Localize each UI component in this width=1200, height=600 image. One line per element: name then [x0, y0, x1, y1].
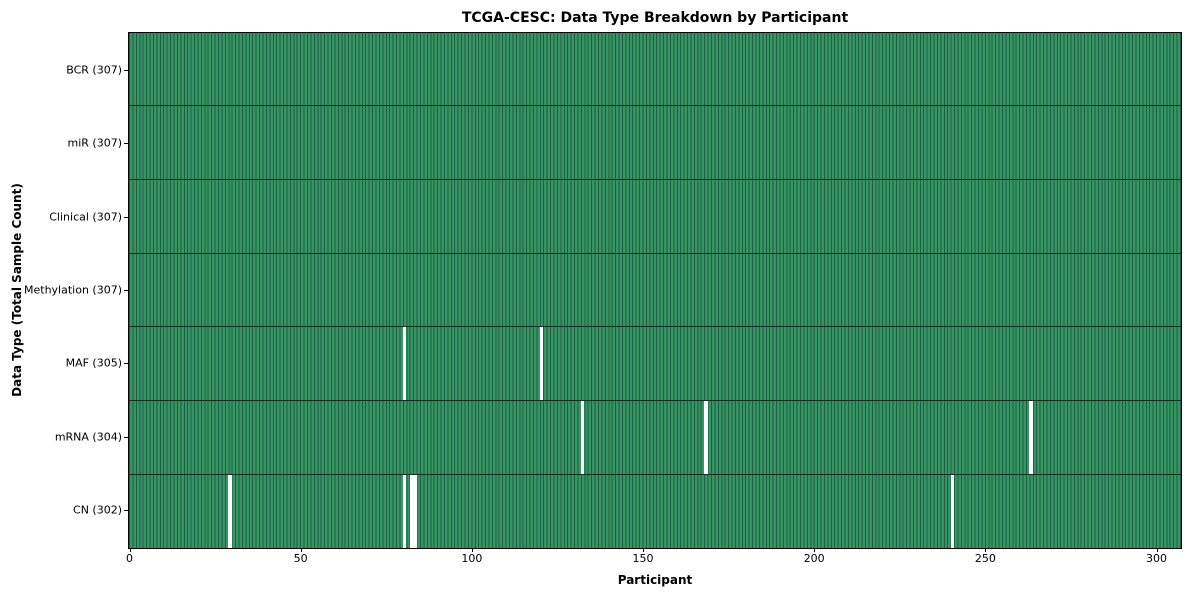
xtick-mark	[471, 548, 473, 552]
absent-cell	[704, 401, 708, 474]
xtick-mark	[1156, 548, 1158, 552]
xtick-mark	[814, 548, 816, 552]
x-axis-label: Participant	[617, 573, 693, 587]
plot-area: PresentAbsent	[128, 31, 1182, 549]
ytick-mark	[124, 290, 128, 291]
absent-cell	[409, 474, 414, 548]
ytick-label-Clinical: Clinical (307)	[49, 210, 122, 224]
ytick-label-miR: miR (307)	[67, 136, 123, 150]
absent-cell	[413, 474, 417, 548]
absent-cell	[580, 401, 585, 474]
ytick-mark	[124, 216, 128, 218]
xtick-mark	[129, 548, 131, 552]
ytick-mark	[124, 69, 128, 71]
heatmap-row-BCR	[129, 32, 1181, 106]
xtick-label-50: 50	[293, 552, 308, 565]
xtick-label-0: 0	[126, 552, 133, 565]
xtick-label-300: 300	[1146, 552, 1168, 565]
xtick-label-200: 200	[803, 552, 825, 565]
ytick-mark	[124, 363, 128, 365]
ytick-label-mRNA: mRNA (304)	[54, 430, 122, 444]
xtick-label-250: 250	[974, 552, 996, 565]
chart-title: TCGA-CESC: Data Type Breakdown by Partic…	[461, 10, 849, 26]
xtick-mark	[985, 548, 987, 552]
heatmap-row-miR	[129, 105, 1181, 179]
absent-cell	[539, 327, 544, 401]
ytick-label-CN: CN (302)	[73, 503, 122, 517]
ytick-label-Methylation: Methylation (307)	[24, 283, 122, 297]
ytick-label-BCR: BCR (307)	[66, 63, 122, 77]
absent-cell	[950, 474, 955, 548]
ytick-label-MAF: MAF (305)	[65, 356, 122, 370]
xtick-mark	[643, 548, 645, 552]
ytick-mark	[124, 510, 128, 512]
xtick-mark	[300, 548, 302, 552]
heatmap-rows	[129, 32, 1181, 548]
absent-cell	[228, 474, 232, 548]
xtick-label-150: 150	[632, 552, 654, 565]
heatmap-row-Methylation	[129, 252, 1181, 327]
absent-cell	[1029, 401, 1033, 474]
absent-cell	[402, 474, 407, 548]
xtick-label-100: 100	[461, 552, 483, 565]
ytick-mark	[124, 436, 128, 438]
heatmap-row-mRNA	[129, 400, 1181, 474]
heatmap-row-MAF	[129, 326, 1181, 401]
heatmap-row-Clinical	[129, 178, 1181, 253]
heatmap-row-CN	[129, 473, 1181, 548]
ytick-mark	[124, 143, 128, 145]
absent-cell	[402, 327, 407, 401]
